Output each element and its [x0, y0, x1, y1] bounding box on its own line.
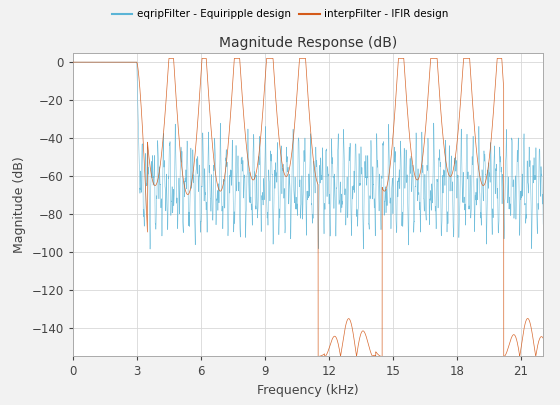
- Title: Magnitude Response (dB): Magnitude Response (dB): [219, 36, 397, 50]
- X-axis label: Frequency (kHz): Frequency (kHz): [257, 384, 359, 397]
- Y-axis label: Magnitude (dB): Magnitude (dB): [13, 156, 26, 253]
- Legend: eqripFilter - Equiripple design, interpFilter - IFIR design: eqripFilter - Equiripple design, interpF…: [108, 5, 452, 23]
